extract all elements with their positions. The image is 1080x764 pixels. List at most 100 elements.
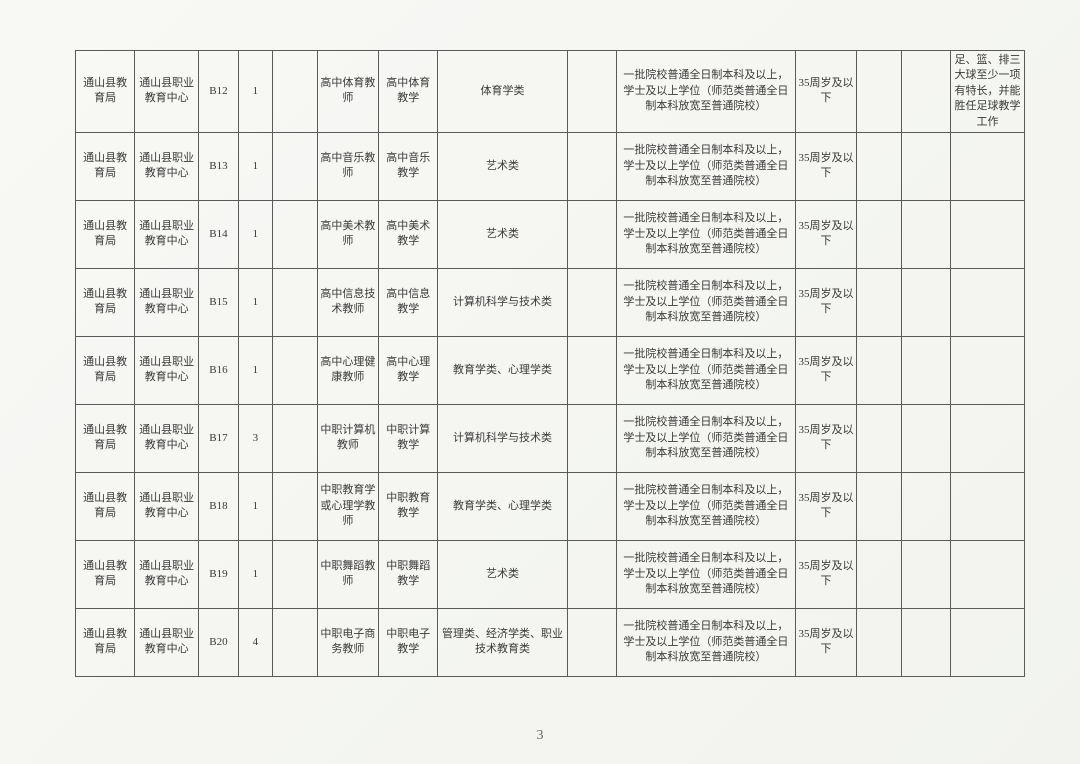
table-cell: 4	[238, 608, 273, 676]
table-cell: 35周岁及以下	[795, 132, 857, 200]
table-cell: B15	[199, 268, 238, 336]
table-cell	[901, 608, 950, 676]
table-cell: 教育学类、心理学类	[438, 336, 567, 404]
table-cell: 体育学类	[438, 51, 567, 133]
table-cell: 一批院校普通全日制本科及以上，学士及以上学位（师范类普通全日制本科放宽至普通院校…	[617, 268, 796, 336]
table-cell: 通山县教育局	[76, 200, 135, 268]
table-cell: 一批院校普通全日制本科及以上，学士及以上学位（师范类普通全日制本科放宽至普通院校…	[617, 472, 796, 540]
table-row: 通山县教育局通山县职业教育中心B173中职计算机教师中职计算教学计算机科学与技术…	[76, 404, 1025, 472]
table-cell: 高中体育教学	[379, 51, 438, 133]
table-cell: 通山县教育局	[76, 404, 135, 472]
table-cell	[950, 404, 1024, 472]
table-cell: 足、篮、排三大球至少一项有特长，并能胜任足球教学工作	[950, 51, 1024, 133]
table-cell: 计算机科学与技术类	[438, 404, 567, 472]
table-cell: B12	[199, 51, 238, 133]
table-cell: 通山县职业教育中心	[135, 404, 199, 472]
table-cell	[567, 336, 616, 404]
table-cell	[950, 336, 1024, 404]
table-cell: 通山县职业教育中心	[135, 51, 199, 133]
table-cell	[901, 472, 950, 540]
table-cell	[901, 51, 950, 133]
table-cell: 通山县职业教育中心	[135, 608, 199, 676]
table-cell	[567, 608, 616, 676]
table-cell: B13	[199, 132, 238, 200]
table-cell: B14	[199, 200, 238, 268]
table-cell	[273, 608, 317, 676]
table-cell: 1	[238, 200, 273, 268]
table-cell	[950, 608, 1024, 676]
table-cell: 1	[238, 132, 273, 200]
table-cell: 中职电子教学	[379, 608, 438, 676]
table-cell: 一批院校普通全日制本科及以上，学士及以上学位（师范类普通全日制本科放宽至普通院校…	[617, 540, 796, 608]
table-cell: 通山县教育局	[76, 51, 135, 133]
table-cell: 1	[238, 268, 273, 336]
table-cell: 教育学类、心理学类	[438, 472, 567, 540]
table-cell	[857, 268, 901, 336]
table-cell	[857, 132, 901, 200]
table-cell: 35周岁及以下	[795, 336, 857, 404]
table-cell: B16	[199, 336, 238, 404]
table-cell: 35周岁及以下	[795, 268, 857, 336]
table-cell	[273, 404, 317, 472]
table-cell	[567, 200, 616, 268]
table-cell: 高中音乐教学	[379, 132, 438, 200]
table-cell	[901, 336, 950, 404]
table-cell	[273, 200, 317, 268]
table-cell: 一批院校普通全日制本科及以上，学士及以上学位（师范类普通全日制本科放宽至普通院校…	[617, 336, 796, 404]
table-cell	[901, 404, 950, 472]
table-cell: 35周岁及以下	[795, 608, 857, 676]
table-cell	[857, 540, 901, 608]
table-cell	[950, 540, 1024, 608]
table-cell: 通山县职业教育中心	[135, 472, 199, 540]
table-cell: 通山县教育局	[76, 608, 135, 676]
table-cell: 中职舞蹈教学	[379, 540, 438, 608]
table-cell	[857, 608, 901, 676]
table-cell	[567, 540, 616, 608]
table-cell: B20	[199, 608, 238, 676]
table-cell: 艺术类	[438, 132, 567, 200]
table-cell	[567, 132, 616, 200]
table-cell: 通山县职业教育中心	[135, 200, 199, 268]
table-cell: 高中信息教学	[379, 268, 438, 336]
table-cell	[950, 472, 1024, 540]
table-cell: 通山县职业教育中心	[135, 268, 199, 336]
table-cell: 35周岁及以下	[795, 472, 857, 540]
table-cell: 35周岁及以下	[795, 540, 857, 608]
table-cell: 高中心理教学	[379, 336, 438, 404]
table-cell: 通山县教育局	[76, 472, 135, 540]
table-cell	[567, 472, 616, 540]
table-cell: 35周岁及以下	[795, 200, 857, 268]
table-cell	[273, 336, 317, 404]
table-cell: 中职计算教学	[379, 404, 438, 472]
table-cell	[857, 336, 901, 404]
table-cell: 通山县教育局	[76, 336, 135, 404]
table-row: 通山县教育局通山县职业教育中心B151 高中信息技术教师高中信息教学计算机科学与技…	[76, 268, 1025, 336]
table-cell: B19	[199, 540, 238, 608]
table-cell: 高中信息技术教师	[317, 268, 379, 336]
page-number: 3	[537, 728, 544, 744]
table-cell: 通山县教育局	[76, 132, 135, 200]
table-cell	[901, 200, 950, 268]
table-cell	[273, 132, 317, 200]
table-cell: 艺术类	[438, 200, 567, 268]
table-cell: 一批院校普通全日制本科及以上，学士及以上学位（师范类普通全日制本科放宽至普通院校…	[617, 132, 796, 200]
table-cell	[567, 51, 616, 133]
table-cell	[273, 540, 317, 608]
table-cell: 1	[238, 540, 273, 608]
table-cell: 计算机科学与技术类	[438, 268, 567, 336]
table-cell: B17	[199, 404, 238, 472]
table-cell: 高中心理健康教师	[317, 336, 379, 404]
recruitment-table: 通山县教育局通山县职业教育中心B121高中体育教师高中体育教学体育学类一批院校普…	[75, 50, 1025, 677]
table-row: 通山县教育局通山县职业教育中心B121高中体育教师高中体育教学体育学类一批院校普…	[76, 51, 1025, 133]
table-cell	[857, 200, 901, 268]
table-cell: 一批院校普通全日制本科及以上，学士及以上学位（师范类普通全日制本科放宽至普通院校…	[617, 51, 796, 133]
table-cell: 通山县职业教育中心	[135, 132, 199, 200]
table-cell: 高中美术教学	[379, 200, 438, 268]
table-cell	[950, 132, 1024, 200]
table-cell	[950, 268, 1024, 336]
table-cell: 一批院校普通全日制本科及以上，学士及以上学位（师范类普通全日制本科放宽至普通院校…	[617, 608, 796, 676]
table-cell: 1	[238, 472, 273, 540]
table-cell	[567, 404, 616, 472]
table-cell: 1	[238, 51, 273, 133]
table-cell: 通山县教育局	[76, 268, 135, 336]
